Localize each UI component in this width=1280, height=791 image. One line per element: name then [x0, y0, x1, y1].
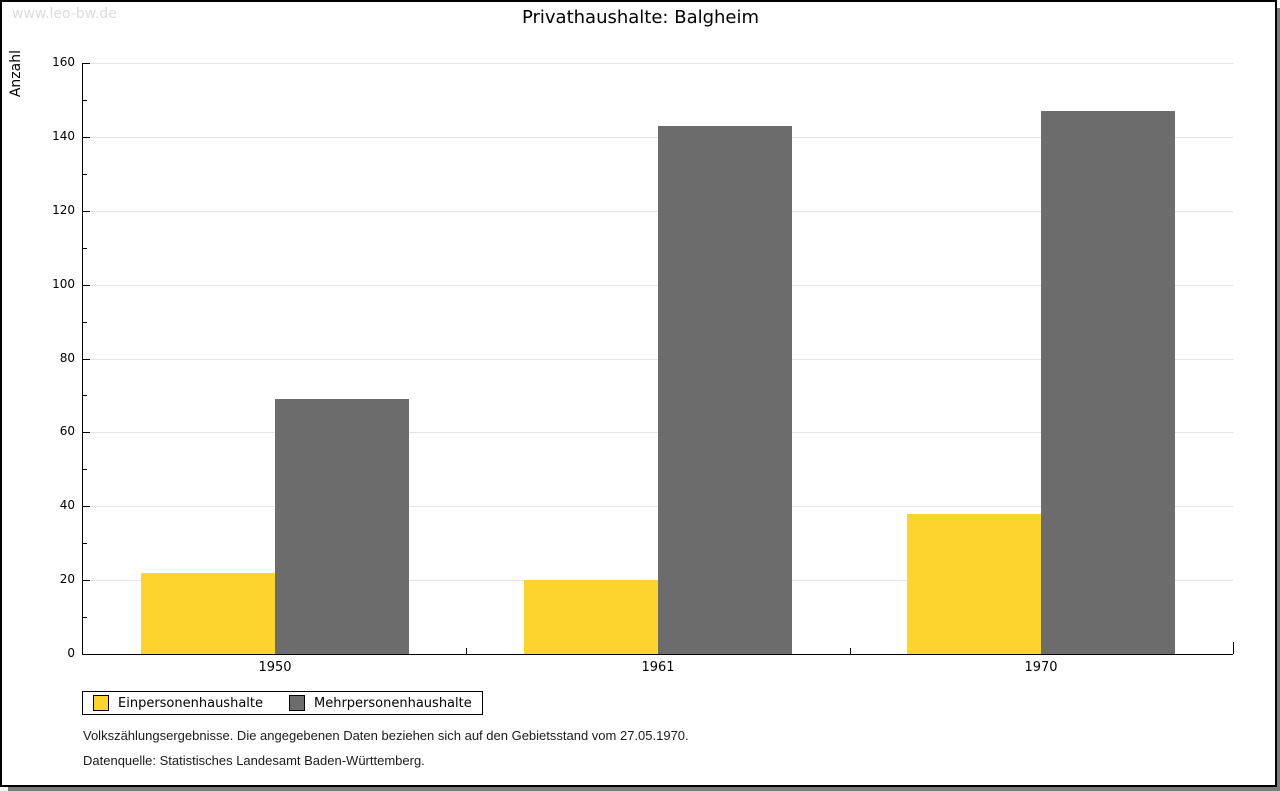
y-axis-label: Anzahl — [8, 50, 24, 98]
x-axis-tick — [1233, 642, 1234, 654]
legend-item: Mehrpersonenhaushalte — [289, 695, 472, 711]
plot-area: 0 20 40 60 80 100 120 140 160 1950 1961 1970 — [52, 55, 1234, 675]
footnote-data-source: Datenquelle: Statistisches Landesamt Bad… — [83, 753, 425, 768]
y-axis-minor-tick — [83, 100, 87, 101]
window-shadow-right — [1277, 8, 1280, 791]
y-axis-minor-tick — [83, 617, 87, 618]
bar-1961-einpersonenhaushalte — [524, 580, 658, 654]
y-axis-minor-tick — [83, 395, 87, 396]
y-axis-tick-label: 100 — [52, 277, 75, 291]
window-shadow-bottom — [8, 787, 1280, 791]
y-axis-major-tick — [83, 432, 90, 433]
y-axis-tick-label: 0 — [67, 646, 75, 660]
y-axis-tick-label: 20 — [59, 572, 75, 586]
y-gridline — [83, 63, 1233, 64]
y-axis-minor-tick — [83, 543, 87, 544]
y-axis-minor-tick — [83, 469, 87, 470]
legend-swatch-icon — [93, 695, 109, 711]
bar-1950-mehrpersonenhaushalte — [275, 399, 409, 654]
y-axis-major-tick — [83, 506, 90, 507]
y-axis-tick-label: 160 — [52, 55, 75, 69]
y-axis-tick-label: 140 — [52, 129, 75, 143]
y-axis-tick-label: 40 — [59, 498, 75, 512]
legend-label: Einpersonenhaushalte — [118, 695, 263, 711]
x-axis-category-label: 1961 — [641, 660, 675, 675]
y-axis-major-tick — [83, 211, 90, 212]
bar-1970-einpersonenhaushalte — [907, 514, 1041, 654]
x-axis-category-label: 1950 — [258, 660, 292, 675]
y-axis-tick-label: 80 — [59, 351, 75, 365]
x-axis-tick — [466, 648, 467, 654]
y-axis-minor-tick — [83, 322, 87, 323]
bar-1970-mehrpersonenhaushalte — [1041, 111, 1175, 654]
chart-title: Privathaushalte: Balgheim — [521, 7, 760, 28]
y-axis-tick-label: 120 — [52, 203, 75, 217]
y-axis-tick-label: 60 — [59, 424, 75, 438]
y-axis-major-tick — [83, 359, 90, 360]
footnote-source-note: Volkszählungsergebnisse. Die angegebenen… — [83, 728, 689, 743]
x-axis-category-label: 1970 — [1024, 660, 1058, 675]
y-axis-minor-tick — [83, 174, 87, 175]
y-axis-major-tick — [83, 137, 90, 138]
x-axis-tick — [850, 648, 851, 654]
y-axis-major-tick — [83, 63, 90, 64]
bar-1961-mehrpersonenhaushalte — [658, 126, 792, 654]
y-axis-major-tick — [83, 580, 90, 581]
y-axis-major-tick — [83, 285, 90, 286]
watermark: www.leo-bw.de — [12, 6, 117, 22]
legend: Einpersonenhaushalte Mehrpersonenhaushalt… — [82, 691, 483, 715]
legend-label: Mehrpersonenhaushalte — [314, 695, 472, 711]
legend-swatch-icon — [289, 695, 305, 711]
legend-item: Einpersonenhaushalte — [93, 695, 263, 711]
y-axis-minor-tick — [83, 248, 87, 249]
bar-1950-einpersonenhaushalte — [141, 573, 275, 654]
